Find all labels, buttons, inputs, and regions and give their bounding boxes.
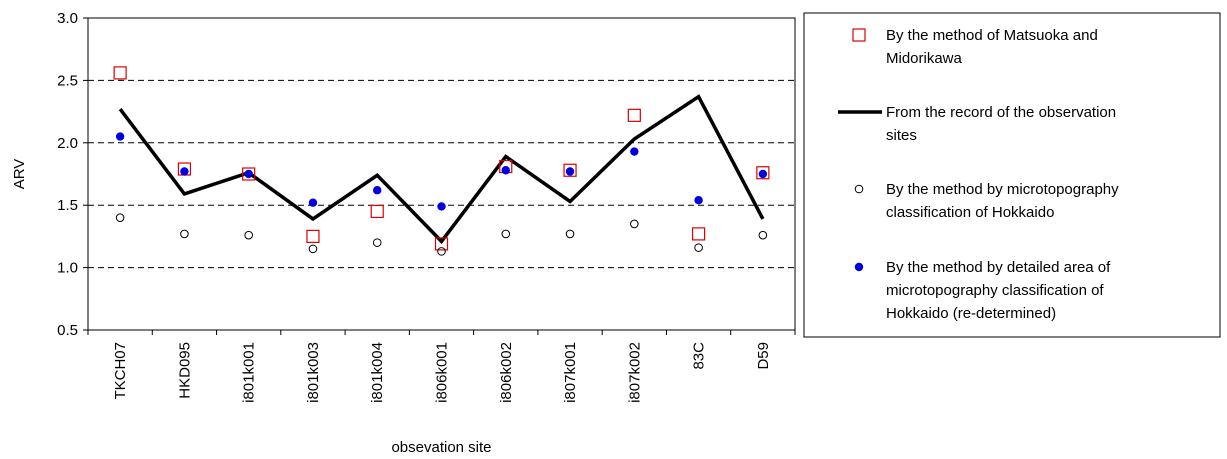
y-tick-label: 2.0	[57, 135, 78, 152]
data-point-series-0	[691, 227, 706, 241]
plot-area-frame	[87, 17, 796, 331]
legend-box	[803, 12, 1221, 338]
data-point-series-3	[180, 167, 189, 176]
data-point-series-2	[694, 243, 703, 252]
data-point-series-0	[306, 229, 320, 243]
data-point-series-3	[308, 198, 318, 207]
data-point-series-3	[630, 147, 639, 156]
data-point-series-2	[565, 229, 575, 239]
data-point-series-2	[372, 238, 382, 247]
x-tick-label: i801k001	[241, 342, 258, 403]
legend-entry-text: Midorikawa	[886, 50, 963, 67]
legend-entry-text: By the method of Matsuoka and	[886, 27, 1098, 44]
data-point-series-0	[113, 66, 127, 80]
legend-entry-text: microtopography classification of	[886, 282, 1104, 299]
legend-symbol	[852, 28, 866, 42]
x-tick-label: D59	[755, 342, 772, 370]
y-tick-label: 3.0	[57, 10, 78, 27]
legend-entry-text: By the method by microtopography	[886, 181, 1119, 198]
data-point-series-3	[437, 202, 446, 211]
x-tick-label: HKD095	[176, 342, 193, 399]
y-axis-ticks: 0.5 1.0 1.5 2.0 2.5 3.0	[57, 10, 88, 339]
data-point-series-2	[180, 229, 189, 239]
legend-entry-text: sites	[886, 127, 917, 144]
x-tick-label: i806k002	[498, 342, 515, 403]
data-point-series-2	[115, 213, 125, 222]
legend-symbol	[854, 184, 864, 194]
x-axis-title: obsevation site	[391, 439, 491, 456]
data-point-series-3	[115, 132, 125, 141]
x-tick-label: i801k004	[369, 342, 386, 403]
data-point-series-3	[373, 186, 382, 195]
legend-entry-text: By the method by detailed area of	[886, 259, 1111, 276]
data-point-series-3	[501, 166, 510, 175]
data-point-series-3	[694, 196, 703, 205]
data-point-series-2	[758, 230, 768, 240]
x-tick-label: i801k003	[305, 342, 322, 403]
data-point-series-0	[563, 163, 577, 177]
series-line-observation-record	[118, 94, 765, 245]
data-point-series-2	[630, 219, 639, 229]
legend-entry-text: Hokkaido (re-determined)	[886, 305, 1056, 322]
data-point-series-3	[758, 169, 768, 179]
x-tick-label: i807k001	[562, 342, 579, 403]
data-point-series-0	[370, 204, 384, 219]
data-point-series-3	[244, 169, 253, 179]
data-point-series-0	[434, 237, 449, 251]
x-tick-label: 83C	[691, 342, 708, 370]
x-tick-label: i807k002	[626, 342, 643, 403]
data-point-series-2	[308, 244, 318, 254]
data-point-series-0	[627, 108, 641, 122]
data-point-series-0	[242, 167, 256, 181]
y-tick-label: 1.5	[57, 197, 78, 214]
legend-symbol	[854, 262, 864, 272]
data-point-series-3	[565, 167, 575, 176]
x-tick-label: i806k001	[434, 342, 451, 403]
x-tick-label: TKCH07	[112, 342, 129, 400]
legend-entry-text: classification of Hokkaido	[886, 204, 1054, 221]
y-tick-label: 0.5	[57, 322, 78, 339]
legend: By the method of Matsuoka and Midorikawa F…	[803, 12, 1221, 338]
y-axis-title: ARV	[11, 159, 28, 190]
y-tick-label: 2.5	[57, 72, 78, 89]
x-axis-ticks: TKCH07 HKD095 i801k001 i801k003 i801k004 i806…	[87, 330, 796, 403]
data-point-series-0	[756, 166, 770, 180]
data-marks	[113, 66, 770, 256]
data-point-series-2	[437, 247, 446, 256]
data-point-series-2	[501, 229, 511, 239]
data-point-series-2	[244, 230, 253, 240]
y-tick-label: 1.0	[57, 260, 78, 277]
legend-entry-text: From the record of the observation	[886, 104, 1116, 121]
